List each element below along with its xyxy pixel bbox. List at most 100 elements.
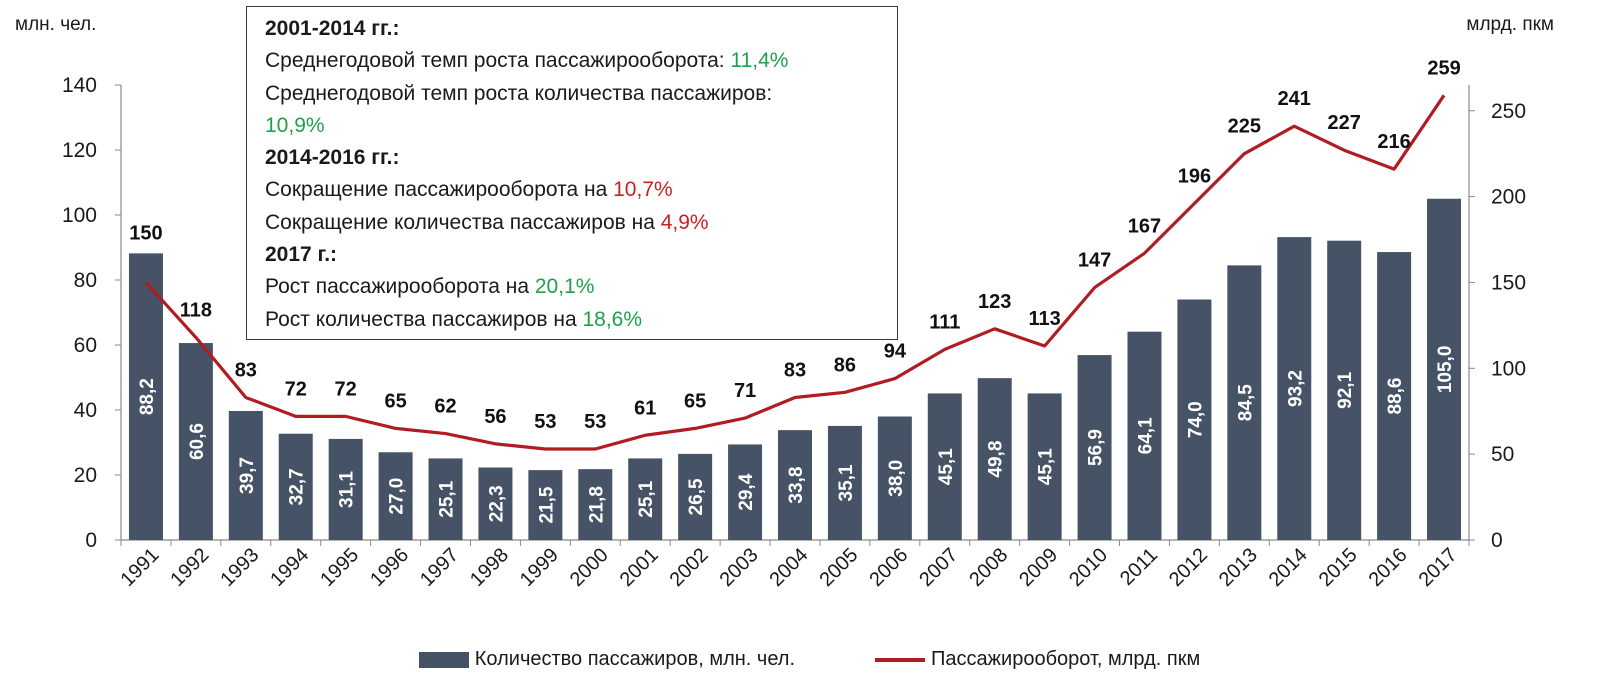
bar-value-label: 88,6 [1385, 378, 1406, 415]
line-value-label: 83 [784, 359, 806, 381]
bar [1327, 240, 1362, 541]
bar-value-label: 45,1 [1036, 448, 1057, 485]
notes-value: 10,7% [613, 178, 673, 202]
bar [827, 425, 862, 540]
bar-value-label: 25,1 [437, 480, 458, 517]
bar-value-label: 21,5 [536, 486, 557, 523]
line-value-label: 94 [884, 341, 907, 363]
x-tick-label: 2008 [965, 544, 1012, 591]
legend-item-passengers: Количество пассажиров, млн. чел. [418, 648, 796, 671]
x-tick-label: 2005 [815, 544, 862, 591]
bar-value-label: 74,0 [1185, 401, 1206, 438]
y-right-tick-label: 150 [1491, 271, 1526, 294]
line-value-label: 72 [285, 378, 307, 400]
bar [1277, 237, 1312, 540]
notes-value: 20,1% [534, 275, 595, 299]
notes-heading: 2017 г.: [265, 239, 879, 271]
bar [628, 458, 663, 540]
bar [578, 469, 613, 540]
notes-text: Рост количества пассажиров на [265, 307, 583, 331]
bar-value-label: 88,2 [137, 378, 158, 415]
bar [1127, 331, 1162, 540]
bar [1077, 355, 1112, 540]
bar [178, 343, 213, 540]
y-left-tick-label: 140 [62, 74, 97, 97]
notes-line: 10,9% [265, 110, 879, 142]
bar [1177, 299, 1212, 540]
line-value-label: 53 [534, 411, 556, 433]
bar-value-label: 92,1 [1335, 371, 1356, 408]
line-value-label: 53 [584, 411, 606, 433]
bar-value-label: 49,8 [986, 441, 1007, 478]
notes-line: Рост количества пассажиров на 18,6% [265, 304, 879, 336]
line-value-label: 56 [484, 406, 506, 428]
bar-value-label: 64,1 [1135, 417, 1156, 454]
bar [478, 467, 513, 540]
y-left-tick-label: 20 [74, 464, 97, 487]
y-right-tick-label: 100 [1491, 357, 1526, 380]
bar-value-label: 45,1 [936, 448, 957, 485]
notes-value: 11,4% [730, 49, 789, 73]
legend-bar-swatch [418, 651, 469, 668]
line-value-label: 167 [1128, 215, 1161, 237]
notes-value: 10,9% [265, 113, 325, 137]
bar-value-label: 93,2 [1285, 370, 1306, 407]
bar-value-label: 35,1 [836, 464, 857, 501]
legend-line-swatch [875, 657, 926, 662]
line-value-label: 147 [1078, 250, 1111, 272]
x-tick-label: 2002 [666, 544, 713, 591]
legend-line-label: Пассажирооборот, млрд. пкм [931, 648, 1201, 670]
y-left-tick-label: 80 [74, 269, 97, 292]
line-value-label: 86 [834, 354, 856, 376]
bar-value-label: 84,5 [1235, 384, 1256, 421]
x-tick-label: 2011 [1116, 544, 1162, 590]
x-tick-label: 2013 [1215, 544, 1262, 591]
bar-value-label: 39,7 [237, 457, 258, 494]
y-right-tick-label: 50 [1491, 443, 1514, 466]
notes-line: Среднегодовой темп роста количества пасс… [265, 78, 879, 110]
y-left-tick-label: 0 [85, 529, 97, 552]
x-tick-label: 2009 [1015, 544, 1062, 591]
notes-text: 2017 г.: [265, 243, 338, 267]
bar-value-label: 29,4 [736, 473, 757, 510]
line-value-label: 113 [1028, 308, 1060, 330]
bar [1427, 198, 1462, 540]
x-tick-label: 1998 [466, 544, 513, 591]
notes-text: Рост пассажирооборота на [265, 275, 535, 299]
notes-box: 2001-2014 гг.: Среднегодовой темп роста п… [246, 6, 898, 340]
bar-value-label: 32,7 [287, 468, 308, 505]
bar [877, 416, 912, 540]
x-tick-label: 2014 [1265, 544, 1312, 591]
x-tick-label: 1995 [316, 544, 363, 591]
bar [128, 253, 163, 540]
y-left-tick-label: 120 [62, 139, 97, 162]
x-tick-label: 2007 [915, 544, 962, 591]
notes-heading: 2001-2014 гг.: [265, 13, 879, 45]
x-tick-label: 1991 [116, 544, 163, 591]
bar-value-label: 27,0 [387, 478, 408, 515]
bar [977, 378, 1012, 540]
y-right-tick-label: 0 [1491, 529, 1503, 552]
line-value-label: 241 [1278, 88, 1311, 110]
bar-value-label: 31,1 [337, 471, 358, 508]
x-tick-label: 2003 [716, 544, 763, 591]
line-value-label: 72 [335, 378, 357, 400]
x-tick-label: 1992 [166, 544, 213, 591]
bar [728, 444, 763, 540]
legend: Количество пассажиров, млн. чел. Пассажи… [0, 648, 1619, 671]
bar [278, 433, 313, 540]
line-value-label: 65 [384, 390, 406, 412]
legend-bar-label: Количество пассажиров, млн. чел. [474, 648, 796, 670]
bar-value-label: 60,6 [187, 423, 208, 460]
x-tick-label: 1999 [516, 544, 563, 591]
bar-value-label: 21,8 [586, 486, 607, 523]
notes-text: Среднегодовой темп роста количества пасс… [265, 81, 773, 105]
bar [428, 458, 463, 540]
x-tick-label: 2016 [1365, 544, 1412, 591]
line-value-label: 61 [634, 397, 656, 419]
y-left-tick-label: 40 [74, 399, 97, 422]
x-tick-label: 1996 [366, 544, 413, 591]
bar [1377, 252, 1412, 541]
bar-value-label: 26,5 [686, 478, 707, 515]
